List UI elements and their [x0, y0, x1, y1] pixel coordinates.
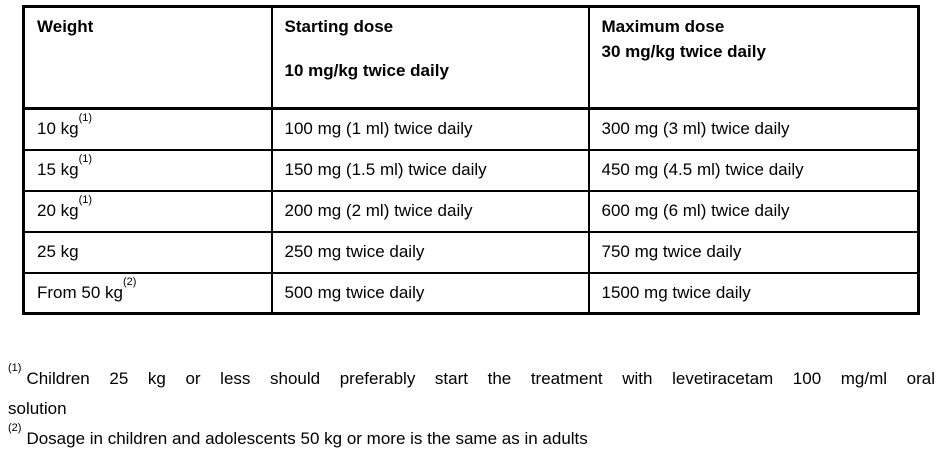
cell-starting-dose: 500 mg twice daily [270, 271, 590, 315]
footnote-1-marker: (1) [8, 362, 22, 375]
footnote-1-text: Children 25 kg or less should preferably… [26, 369, 935, 388]
footnote-1-line-1: (1) Children 25 kg or less should prefera… [8, 362, 935, 394]
footnote-2-marker: (2) [8, 422, 22, 435]
cell-weight: 15 kg(1) [22, 148, 273, 192]
footnote-2-line-1: (2) Dosage in children and adolescents 50… [8, 422, 935, 454]
footnote-2-text: Dosage in children and adolescents 50 kg… [26, 429, 588, 448]
header-weight-label: Weight [37, 17, 94, 36]
header-starting-dose-title: Starting dose [284, 17, 394, 36]
header-starting-dose: Starting dose 10 mg/kg twice daily [270, 5, 590, 110]
weight-value: 25 kg [37, 241, 79, 261]
weight-value: 20 kg [37, 200, 79, 220]
cell-weight: 20 kg(1) [22, 189, 273, 233]
table-row: From 50 kg(2) 500 mg twice daily 1500 mg… [22, 271, 920, 315]
cell-weight: 25 kg [22, 230, 273, 274]
cell-maximum-dose: 750 mg twice daily [587, 230, 920, 274]
cell-maximum-dose: 1500 mg twice daily [587, 271, 920, 315]
table-row: 20 kg(1) 200 mg (2 ml) twice daily 600 m… [22, 189, 920, 233]
footnote-marker: (2) [122, 275, 137, 288]
header-weight: Weight [22, 5, 273, 110]
cell-starting-dose: 200 mg (2 ml) twice daily [270, 189, 590, 233]
footnote-marker: (1) [78, 152, 93, 165]
weight-value: From 50 kg [37, 282, 123, 302]
weight-value: 10 kg [37, 119, 79, 138]
table-row: 15 kg(1) 150 mg (1.5 ml) twice daily 450… [22, 148, 920, 192]
weight-value: 15 kg [37, 159, 79, 179]
cell-starting-dose: 100 mg (1 ml) twice daily [270, 107, 590, 151]
footnote-marker: (1) [78, 193, 93, 206]
table-row: 10 kg(1) 100 mg (1 ml) twice daily 300 m… [22, 107, 920, 151]
table-row: 25 kg 250 mg twice daily 750 mg twice da… [22, 230, 920, 274]
cell-maximum-dose: 450 mg (4.5 ml) twice daily [587, 148, 920, 192]
footnotes-section: (1) Children 25 kg or less should prefera… [8, 362, 935, 454]
dosing-table: Weight Starting dose 10 mg/kg twice dail… [22, 5, 920, 315]
footnote-1-line-2: solution [8, 399, 67, 418]
cell-maximum-dose: 300 mg (3 ml) twice daily [587, 107, 920, 151]
cell-starting-dose: 250 mg twice daily [270, 230, 590, 274]
cell-starting-dose: 150 mg (1.5 ml) twice daily [270, 148, 590, 192]
header-maximum-dose-title: Maximum dose [601, 17, 725, 36]
header-maximum-dose: Maximum dose 30 mg/kg twice daily [587, 5, 920, 110]
header-maximum-dose-subtitle: 30 mg/kg twice daily [601, 42, 766, 61]
header-starting-dose-subtitle: 10 mg/kg twice daily [284, 61, 449, 80]
cell-maximum-dose: 600 mg (6 ml) twice daily [587, 189, 920, 233]
footnote-1: (1) Children 25 kg or less should prefera… [8, 362, 935, 424]
header-row: Weight Starting dose 10 mg/kg twice dail… [22, 5, 920, 110]
cell-weight: From 50 kg(2) [22, 271, 273, 315]
cell-weight: 10 kg(1) [22, 107, 273, 151]
footnote-2: (2) Dosage in children and adolescents 50… [8, 422, 935, 454]
footnote-marker: (1) [78, 112, 93, 125]
